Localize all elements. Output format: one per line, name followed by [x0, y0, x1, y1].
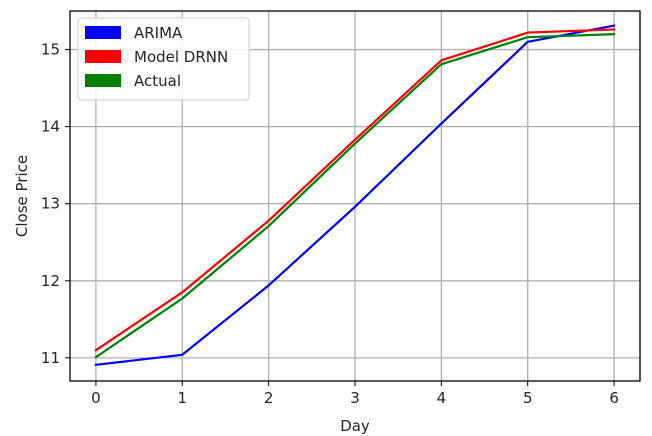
x-axis-title: Day	[340, 417, 370, 435]
legend-swatch	[85, 26, 121, 39]
series-line-model-drnn	[94, 28, 616, 352]
y-tick-label: 11	[41, 349, 60, 367]
legend-label: Actual	[134, 72, 181, 90]
y-tick-label: 13	[41, 195, 60, 213]
x-tick-label: 3	[350, 389, 360, 407]
x-tick-label: 5	[523, 389, 533, 407]
x-tick-label: 0	[91, 389, 101, 407]
x-tick-label: 1	[177, 389, 187, 407]
legend-items: ARIMA Model DRNN Actual	[85, 24, 228, 90]
x-tick-label: 4	[437, 389, 447, 407]
legend-label: ARIMA	[134, 24, 183, 42]
y-axis-title: Close Price	[13, 155, 31, 237]
y-tick-label: 12	[41, 272, 60, 290]
x-tick-label: 6	[609, 389, 619, 407]
y-tick-label: 14	[41, 118, 60, 136]
legend-swatch	[85, 50, 121, 63]
y-tick-label: 15	[41, 41, 60, 59]
legend-label: Model DRNN	[134, 48, 228, 66]
x-tick-label: 2	[264, 389, 274, 407]
series-line-arima	[94, 24, 616, 367]
series-line-actual	[94, 32, 616, 359]
series-lines	[94, 24, 616, 367]
legend: ARIMA Model DRNN Actual	[77, 17, 250, 101]
legend-swatch	[85, 74, 121, 87]
